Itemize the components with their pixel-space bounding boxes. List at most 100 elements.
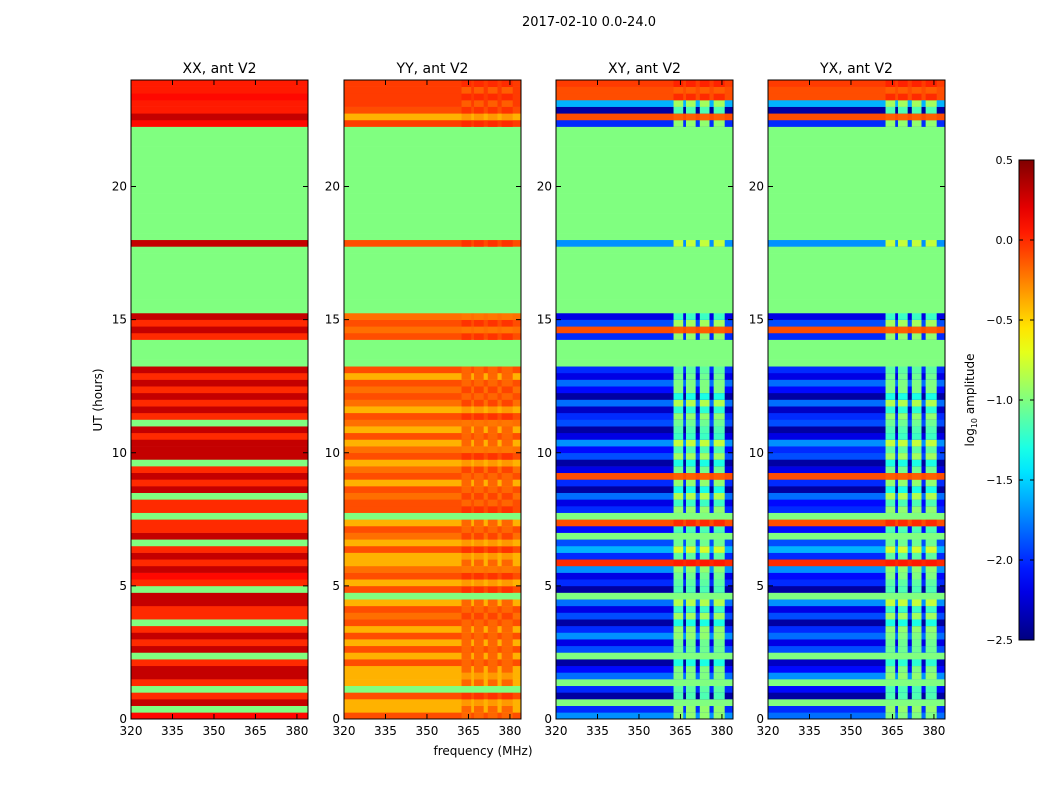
heatmap-cell: [131, 113, 308, 121]
heatmap-cell: [768, 406, 945, 414]
heatmap-cell: [556, 506, 733, 513]
heatmap-rfi-cell: [685, 639, 696, 647]
heatmap-rfi-cell: [673, 599, 684, 607]
heatmap-rfi-cell: [673, 426, 684, 434]
heatmap-rfi-cell: [487, 419, 498, 427]
heatmap-cell: [344, 213, 521, 221]
heatmap-rfi-cell: [897, 406, 908, 414]
heatmap-rfi-cell: [885, 412, 896, 420]
heatmap-rfi-cell: [925, 366, 937, 374]
heatmap-cell: [344, 226, 521, 234]
heatmap-rfi-cell: [461, 466, 472, 474]
heatmap-cell: [556, 80, 733, 87]
heatmap-rfi-cell: [897, 319, 908, 327]
heatmap-rfi-cell: [897, 599, 908, 607]
heatmap-cell: [131, 173, 308, 181]
heatmap-cell: [344, 439, 521, 447]
heatmap-cell: [768, 266, 945, 274]
heatmap-cell: [344, 472, 521, 480]
heatmap-cell: [131, 246, 308, 254]
heatmap-rfi-cell: [925, 565, 937, 573]
heatmap-rfi-cell: [897, 472, 908, 480]
heatmap-rfi-cell: [685, 372, 696, 380]
heatmap-rfi-cell: [487, 559, 498, 567]
heatmap-rfi-cell: [925, 466, 937, 474]
heatmap-rfi-cell: [897, 665, 908, 673]
heatmap-rfi-cell: [673, 712, 684, 720]
heatmap-rfi-cell: [885, 599, 896, 607]
heatmap-cell: [768, 585, 945, 593]
heatmap-cell: [344, 173, 521, 181]
heatmap-rfi-cell: [685, 619, 696, 627]
heatmap-cell: [768, 259, 945, 267]
heatmap-rfi-cell: [461, 486, 472, 493]
heatmap-rfi-cell: [713, 492, 725, 500]
heatmap-rfi-cell: [885, 545, 896, 553]
colorbar-label: log10 amplitude: [963, 354, 979, 447]
heatmap-cell: [768, 299, 945, 307]
heatmap-cell: [344, 293, 521, 300]
heatmap-rfi-cell: [713, 93, 725, 101]
heatmap-rfi-cell: [897, 372, 908, 380]
heatmap-rfi-cell: [911, 665, 922, 673]
heatmap-rfi-cell: [699, 565, 710, 573]
heatmap-cell: [131, 559, 308, 567]
heatmap-cell: [131, 545, 308, 553]
heatmap-rfi-cell: [699, 412, 710, 420]
heatmap-rfi-cell: [685, 332, 696, 340]
y-tick-label: 5: [332, 579, 340, 593]
heatmap-rfi-cell: [473, 80, 484, 87]
heatmap-rfi-cell: [885, 419, 896, 427]
heatmap-rfi-cell: [925, 659, 937, 667]
panel-2: XY, ant V2 320 335 350 365 380 0 5 10 15 20: [537, 61, 734, 738]
heatmap-rfi-cell: [673, 439, 684, 447]
heatmap-rfi-cell: [699, 625, 710, 633]
heatmap-cell: [344, 625, 521, 633]
heatmap-rfi-cell: [501, 559, 513, 567]
heatmap-rfi-cell: [685, 612, 696, 620]
y-tick-label: 0: [119, 712, 127, 726]
heatmap-rfi-cell: [673, 645, 684, 653]
heatmap-cell: [768, 306, 945, 314]
heatmap-cell: [131, 139, 308, 147]
heatmap-rfi-cell: [699, 479, 710, 487]
heatmap-rfi-cell: [685, 552, 696, 560]
heatmap-rfi-cell: [885, 559, 896, 567]
heatmap-rfi-cell: [685, 406, 696, 414]
panel-title: YY, ant V2: [396, 61, 469, 77]
heatmap-rfi-cell: [461, 86, 472, 94]
heatmap-cell: [768, 452, 945, 460]
colorbar-tick-label: 0.5: [996, 154, 1014, 167]
heatmap-rfi-cell: [487, 565, 498, 573]
heatmap-rfi-cell: [685, 419, 696, 427]
heatmap-cell: [768, 446, 945, 454]
heatmap-cell: [131, 159, 308, 167]
heatmap-cell: [344, 346, 521, 354]
heatmap-rfi-cell: [685, 565, 696, 573]
heatmap-rfi-cell: [713, 486, 725, 493]
heatmap-cell: [768, 579, 945, 587]
heatmap-cell: [344, 539, 521, 547]
heatmap-cell: [131, 339, 308, 347]
heatmap-cell: [344, 459, 521, 467]
heatmap-rfi-cell: [911, 412, 922, 420]
heatmap-cell: [556, 519, 733, 527]
heatmap-rfi-cell: [699, 239, 710, 247]
heatmap-rfi-cell: [487, 379, 498, 387]
heatmap-cell: [344, 466, 521, 474]
heatmap-rfi-cell: [713, 392, 725, 400]
heatmap-cell: [556, 253, 733, 261]
heatmap-cell: [344, 332, 521, 340]
colorbar-tick-label: −1.0: [986, 394, 1013, 407]
heatmap-rfi-cell: [925, 712, 937, 720]
heatmap-rfi-cell: [713, 705, 725, 713]
heatmap-cell: [344, 246, 521, 254]
heatmap-cell: [131, 273, 308, 280]
heatmap-rfi-cell: [897, 565, 908, 573]
heatmap-rfi-cell: [501, 579, 513, 587]
heatmap-rfi-cell: [925, 239, 937, 247]
heatmap-rfi-cell: [699, 632, 710, 640]
heatmap-rfi-cell: [501, 479, 513, 487]
heatmap-rfi-cell: [487, 412, 498, 420]
heatmap-rfi-cell: [925, 412, 937, 420]
